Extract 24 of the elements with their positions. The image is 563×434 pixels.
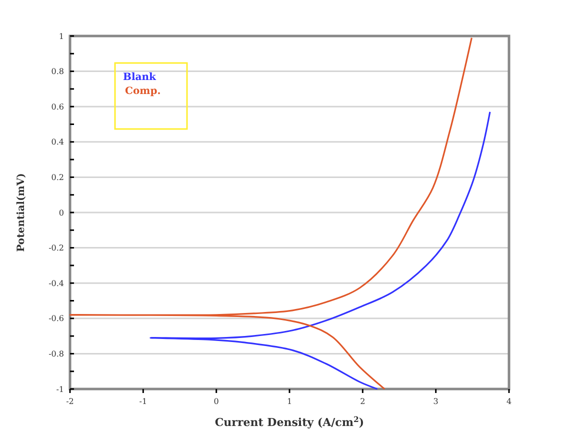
y-tick-label: 1 <box>58 32 64 41</box>
x-tick-label: 4 <box>506 397 512 406</box>
x-tick-label: 2 <box>360 397 366 406</box>
x-tick-label: -1 <box>139 397 148 406</box>
y-tick-label: -1 <box>56 384 64 394</box>
y-tick-label: 0.6 <box>51 102 64 112</box>
text: Comp. <box>125 86 161 97</box>
text: Blank <box>123 72 157 83</box>
line-series <box>150 111 491 390</box>
y-tick-label: -0.8 <box>48 350 64 358</box>
y-tick-label: 0.8 <box>51 67 64 76</box>
y-tick-label: -0.2 <box>48 244 64 253</box>
y-tick-label: 0 <box>58 208 64 218</box>
x-axis-title: Current Density (A/cm$^{2}$) <box>214 414 364 429</box>
y-tick-label: 0.4 <box>51 138 64 147</box>
y-tick-label: 0.2 <box>51 173 64 182</box>
line-series <box>69 36 472 390</box>
x-tick-label: 3 <box>433 397 438 406</box>
x-tick-label: 0 <box>214 397 219 406</box>
y-axis-title: Potential(mV) <box>16 173 27 252</box>
x-tick-label: 1 <box>286 397 292 406</box>
y-tick-label: -0.6 <box>48 314 64 324</box>
x-tick-label: -2 <box>66 397 74 406</box>
y-tick-label: -0.4 <box>48 278 64 288</box>
